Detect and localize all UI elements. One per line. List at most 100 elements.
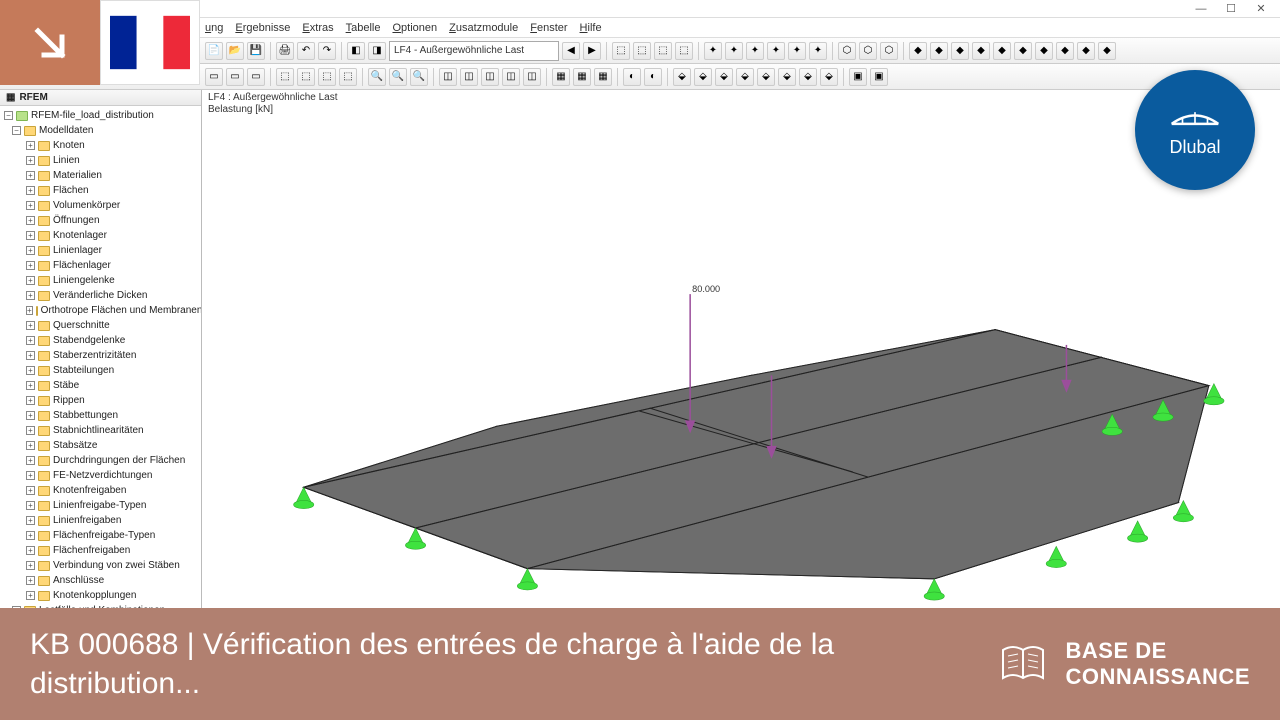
minimize-button[interactable]: — (1186, 2, 1216, 16)
tree-item[interactable]: +Linien (0, 153, 201, 168)
tb-icon[interactable]: ◐ (623, 68, 641, 86)
tb-icon[interactable]: ◫ (523, 68, 541, 86)
tb-icon[interactable]: ⬚ (318, 68, 336, 86)
tb-icon[interactable]: ✦ (788, 42, 806, 60)
tb-icon[interactable]: ⬡ (859, 42, 877, 60)
maximize-button[interactable]: ☐ (1216, 2, 1246, 16)
tb-icon[interactable]: ◫ (481, 68, 499, 86)
tb-icon[interactable]: ⬡ (880, 42, 898, 60)
tb-icon[interactable]: ▭ (226, 68, 244, 86)
tb-next-icon[interactable]: ▶ (583, 42, 601, 60)
tb-icon[interactable]: ⬚ (276, 68, 294, 86)
tree-item[interactable]: +Anschlüsse (0, 573, 201, 588)
tree-item[interactable]: +Flächenfreigabe-Typen (0, 528, 201, 543)
tree-item[interactable]: +Orthotrope Flächen und Membranen (0, 303, 201, 318)
tb-icon[interactable]: ✦ (704, 42, 722, 60)
tb-zoom-icon[interactable]: 🔍 (368, 68, 386, 86)
tree-item[interactable]: +Öffnungen (0, 213, 201, 228)
tree-item[interactable]: +Linienfreigabe-Typen (0, 498, 201, 513)
tb-icon[interactable]: ◆ (972, 42, 990, 60)
tb-icon[interactable]: ✦ (746, 42, 764, 60)
tb-prev-icon[interactable]: ◀ (562, 42, 580, 60)
tree-item[interactable]: +Stabbettungen (0, 408, 201, 423)
tb-icon[interactable]: ◆ (1014, 42, 1032, 60)
tree-item[interactable]: +Querschnitte (0, 318, 201, 333)
tree-item[interactable]: +Knotenfreigaben (0, 483, 201, 498)
tree-item[interactable]: +Durchdringungen der Flächen (0, 453, 201, 468)
menu-item[interactable]: Zusatzmodule (449, 22, 518, 34)
tb-icon[interactable]: ◆ (930, 42, 948, 60)
tree-item[interactable]: +Liniengelenke (0, 273, 201, 288)
tb-icon[interactable]: ▭ (205, 68, 223, 86)
tb-icon[interactable]: ◆ (1035, 42, 1053, 60)
tb-icon[interactable]: ⬚ (339, 68, 357, 86)
tb-icon[interactable]: ◆ (909, 42, 927, 60)
tb-icon[interactable]: ⬙ (736, 68, 754, 86)
tb-icon[interactable]: ⬚ (633, 42, 651, 60)
tb-icon[interactable]: ⬚ (654, 42, 672, 60)
menu-item[interactable]: ung (205, 22, 223, 34)
tree-item[interactable]: +Stabendgelenke (0, 333, 201, 348)
tb-icon[interactable]: ⬚ (612, 42, 630, 60)
tb-icon[interactable]: ▦ (552, 68, 570, 86)
tb-zoom-icon[interactable]: 🔍 (410, 68, 428, 86)
menu-item[interactable]: Fenster (530, 22, 567, 34)
tree-item[interactable]: +FE-Netzverdichtungen (0, 468, 201, 483)
tb-icon[interactable]: ⬙ (715, 68, 733, 86)
tb-undo-icon[interactable]: ↶ (297, 42, 315, 60)
tb-icon[interactable]: ⬙ (778, 68, 796, 86)
tb-zoom-icon[interactable]: 🔍 (389, 68, 407, 86)
tb-icon[interactable]: ▦ (573, 68, 591, 86)
tb-icon[interactable]: ◆ (993, 42, 1011, 60)
tb-icon[interactable]: ◐ (644, 68, 662, 86)
tb-icon[interactable]: ◫ (502, 68, 520, 86)
tb-icon[interactable]: ◫ (439, 68, 457, 86)
tb-icon[interactable]: ✦ (725, 42, 743, 60)
tree-item[interactable]: +Volumenkörper (0, 198, 201, 213)
tb-icon[interactable]: ⬙ (757, 68, 775, 86)
tb-new-icon[interactable]: 📄 (205, 42, 223, 60)
menu-item[interactable]: Extras (302, 22, 333, 34)
tb-save-icon[interactable]: 💾 (247, 42, 265, 60)
menu-item[interactable]: Hilfe (580, 22, 602, 34)
tree-item[interactable]: −RFEM-file_load_distribution (0, 108, 201, 123)
navigator-tree[interactable]: −RFEM-file_load_distribution−Modelldaten… (0, 106, 201, 610)
tree-item[interactable]: +Stabsätze (0, 438, 201, 453)
tree-item[interactable]: +Stäbe (0, 378, 201, 393)
tree-item[interactable]: +Flächenfreigaben (0, 543, 201, 558)
menu-item[interactable]: Optionen (392, 22, 437, 34)
tb-icon[interactable]: ◆ (951, 42, 969, 60)
tree-item[interactable]: −Modelldaten (0, 123, 201, 138)
tb-icon[interactable]: ⬙ (799, 68, 817, 86)
tree-item[interactable]: +Veränderliche Dicken (0, 288, 201, 303)
tree-item[interactable]: +Flächen (0, 183, 201, 198)
tb-icon[interactable]: ⬚ (675, 42, 693, 60)
tb-icon[interactable]: ◨ (368, 42, 386, 60)
tb-open-icon[interactable]: 📂 (226, 42, 244, 60)
tree-item[interactable]: +Linienfreigaben (0, 513, 201, 528)
tb-icon[interactable]: ◆ (1077, 42, 1095, 60)
menu-item[interactable]: Tabelle (346, 22, 381, 34)
load-case-combo[interactable]: LF4 - Außergewöhnliche Last (389, 41, 559, 61)
tb-redo-icon[interactable]: ↷ (318, 42, 336, 60)
tb-icon[interactable]: ◫ (460, 68, 478, 86)
tree-item[interactable]: +Knoten (0, 138, 201, 153)
tb-print-icon[interactable]: 🖨 (276, 42, 294, 60)
tb-icon[interactable]: ✦ (809, 42, 827, 60)
tb-icon[interactable]: ✦ (767, 42, 785, 60)
tb-icon[interactable]: ▣ (849, 68, 867, 86)
tree-item[interactable]: +Materialien (0, 168, 201, 183)
tree-item[interactable]: +Flächenlager (0, 258, 201, 273)
tree-item[interactable]: +Knotenlager (0, 228, 201, 243)
tree-item[interactable]: +Staberzentrizitäten (0, 348, 201, 363)
tb-icon[interactable]: ▭ (247, 68, 265, 86)
tree-item[interactable]: +Verbindung von zwei Stäben (0, 558, 201, 573)
tree-item[interactable]: +Knotenkopplungen (0, 588, 201, 603)
tree-item[interactable]: +Linienlager (0, 243, 201, 258)
tb-icon[interactable]: ⬚ (297, 68, 315, 86)
close-button[interactable]: ✕ (1246, 2, 1276, 16)
model-viewport[interactable]: LF4 : Außergewöhnliche Last Belastung [k… (202, 90, 1280, 610)
tb-icon[interactable]: ◧ (347, 42, 365, 60)
tb-icon[interactable]: ⬙ (694, 68, 712, 86)
tb-icon[interactable]: ◆ (1056, 42, 1074, 60)
